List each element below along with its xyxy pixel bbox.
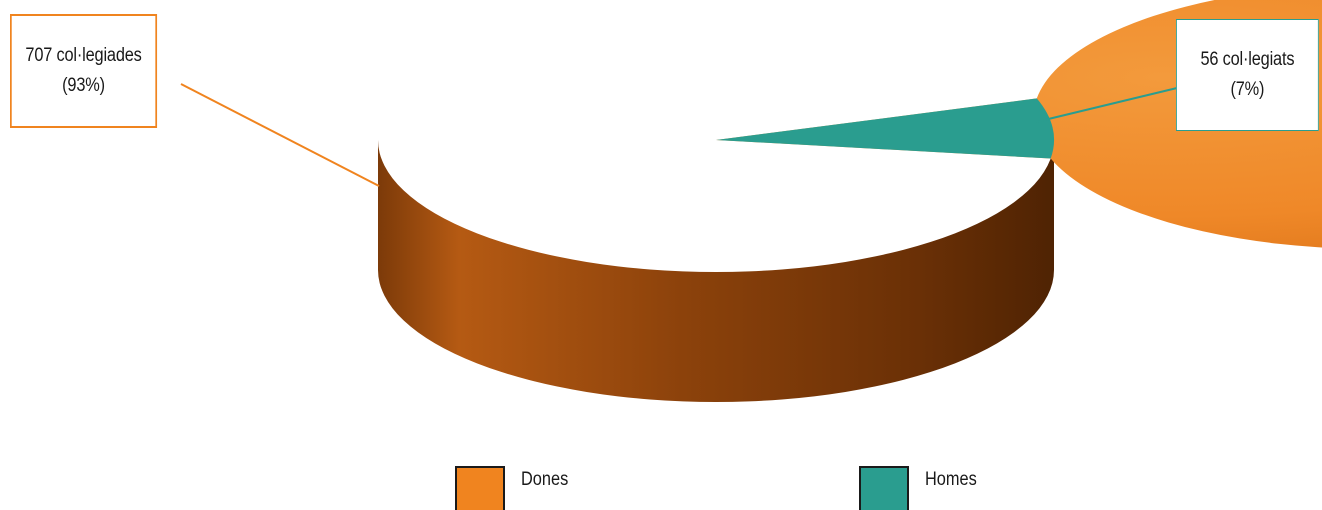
leader-line-dones (180, 83, 380, 187)
legend-item-homes: Homes (859, 466, 985, 510)
leader-lines (180, 83, 1178, 187)
data-label-homes: 56 col·legiats (7%) (1176, 19, 1319, 131)
data-label-homes-count: 56 col·legiats (1200, 49, 1295, 70)
pie-side-wall (378, 140, 1054, 402)
data-label-dones-percent: (93%) (62, 75, 105, 96)
legend-swatch-dones (455, 466, 505, 510)
leader-line-homes (1035, 87, 1178, 123)
legend-swatch-homes (859, 466, 909, 510)
legend-label-dones: Dones (521, 469, 569, 490)
pie-slice-homes (716, 98, 1054, 159)
data-label-homes-percent: (7%) (1230, 79, 1265, 100)
data-label-dones: 707 col·legiades (93%) (10, 14, 158, 128)
pie-group (378, 0, 1322, 402)
data-label-dones-count: 707 col·legiades (25, 45, 142, 66)
legend-item-dones: Dones (455, 466, 576, 510)
legend-label-homes: Homes (925, 469, 977, 490)
